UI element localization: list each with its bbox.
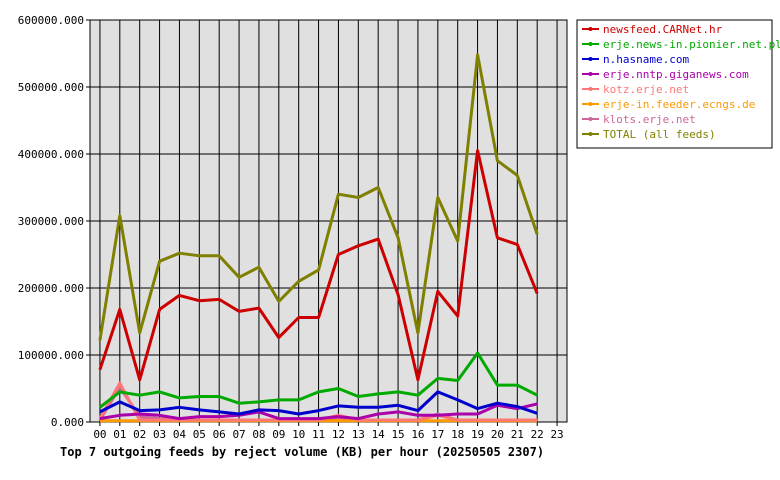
chart-title: Top 7 outgoing feeds by reject volume (K… bbox=[60, 445, 544, 459]
y-tick-label: 600000.000 bbox=[18, 14, 84, 27]
legend-swatch-marker bbox=[588, 72, 593, 76]
y-tick-label: 500000.000 bbox=[18, 81, 84, 94]
x-tick-label: 04 bbox=[173, 428, 187, 441]
series-line-erje-nntp-giganews-com bbox=[99, 402, 538, 421]
legend-label: erje-in.feeder.ecngs.de bbox=[603, 98, 755, 111]
x-tick-label: 02 bbox=[133, 428, 146, 441]
legend-swatch-marker bbox=[588, 57, 593, 61]
legend-swatch-marker bbox=[588, 87, 593, 91]
x-axis: 00 01 02 03 04 05 06 07 08 09 10 11 12 13 14 15 16 17 18 19… bbox=[93, 422, 564, 441]
legend-swatch-marker bbox=[588, 117, 593, 121]
legend-swatch-marker bbox=[588, 102, 593, 106]
x-tick-label: 03 bbox=[153, 428, 166, 441]
x-tick-label: 12 bbox=[332, 428, 345, 441]
y-tick-label: 100000.000 bbox=[18, 349, 84, 362]
x-tick-label: 16 bbox=[411, 428, 424, 441]
legend-label: kotz.erje.net bbox=[603, 83, 689, 96]
x-tick-label: 06 bbox=[213, 428, 226, 441]
series-line-newsfeed-carnet-hr bbox=[98, 149, 539, 382]
y-tick-label: 200000.000 bbox=[18, 282, 84, 295]
x-tick-label: 07 bbox=[232, 428, 245, 441]
x-tick-label: 18 bbox=[451, 428, 464, 441]
x-tick-label: 17 bbox=[431, 428, 444, 441]
grid bbox=[90, 20, 567, 422]
legend-label: klots.erje.net bbox=[603, 113, 696, 126]
x-tick-label: 14 bbox=[372, 428, 386, 441]
series-line-n-hasname-com bbox=[99, 390, 538, 416]
x-tick-label: 15 bbox=[391, 428, 404, 441]
legend-box bbox=[576, 19, 773, 149]
series-line-erje-news-in-pionier-net-pl bbox=[98, 351, 538, 409]
legend-label: erje.nntp.giganews.com bbox=[603, 68, 749, 81]
x-tick-label: 19 bbox=[471, 428, 484, 441]
x-tick-label: 11 bbox=[312, 428, 325, 441]
x-tick-label: 13 bbox=[352, 428, 365, 441]
y-tick-label: 0.000 bbox=[51, 416, 84, 429]
legend-label: TOTAL (all feeds) bbox=[603, 128, 716, 141]
legend: newsfeed.CARNet.hr erje.news-in.pionier.n… bbox=[576, 19, 780, 149]
legend-label: n.hasname.com bbox=[603, 53, 689, 66]
y-tick-label: 300000.000 bbox=[18, 215, 84, 228]
x-tick-label: 09 bbox=[272, 428, 285, 441]
x-tick-label: 08 bbox=[252, 428, 265, 441]
x-tick-label: 22 bbox=[531, 428, 544, 441]
x-tick-label: 05 bbox=[193, 428, 206, 441]
legend-swatch-marker bbox=[588, 27, 593, 31]
legend-swatch-marker bbox=[588, 42, 593, 46]
x-tick-label: 23 bbox=[550, 428, 563, 441]
legend-swatch-marker bbox=[588, 132, 593, 136]
y-axis: 0.000 100000.000 200000.000 300000.000 40000… bbox=[18, 14, 90, 429]
x-tick-label: 01 bbox=[113, 428, 126, 441]
y-tick-label: 400000.000 bbox=[18, 148, 84, 161]
legend-label: erje.news-in.pionier.net.pl bbox=[603, 38, 780, 51]
legend-label: newsfeed.CARNet.hr bbox=[603, 23, 723, 36]
series-layer bbox=[98, 53, 539, 423]
x-tick-label: 20 bbox=[491, 428, 504, 441]
x-tick-label: 10 bbox=[292, 428, 305, 441]
x-tick-label: 21 bbox=[511, 428, 524, 441]
series-line-total-all-feeds bbox=[98, 53, 539, 341]
x-tick-label: 00 bbox=[93, 428, 106, 441]
